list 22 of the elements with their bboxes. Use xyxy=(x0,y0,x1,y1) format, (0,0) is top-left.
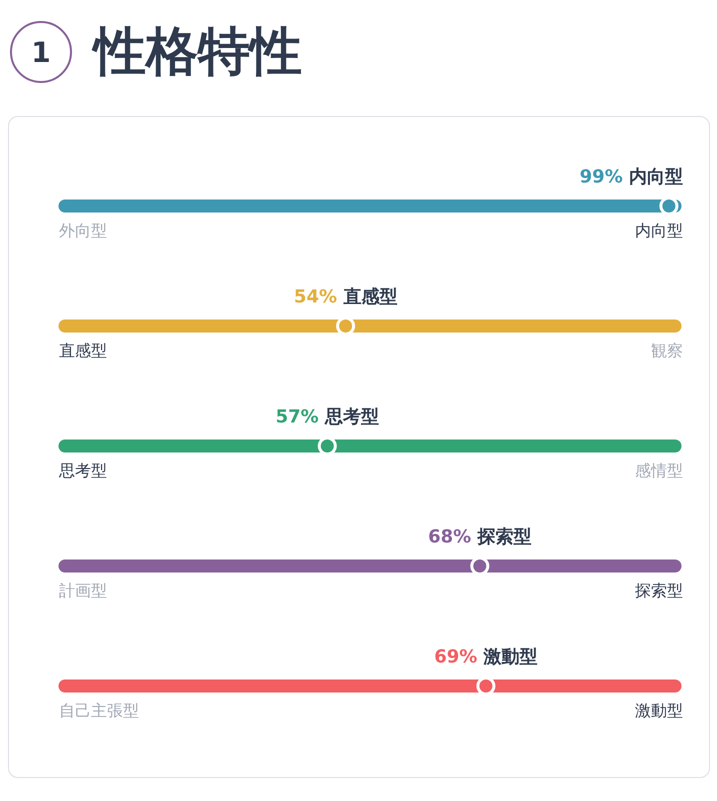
text: 激動型 xyxy=(635,701,683,720)
data-label: 68% xyxy=(428,526,472,548)
text: 内向型 xyxy=(635,221,683,240)
text: 感情型 xyxy=(635,461,683,480)
text: 思考型 xyxy=(58,461,107,480)
data-label: 69% xyxy=(434,646,478,668)
data-label: 57% xyxy=(276,406,319,428)
category-label: 直感型 xyxy=(342,286,398,308)
text: 性格特性 xyxy=(94,21,302,84)
category-label: 探索型 xyxy=(476,526,532,548)
text: 自己主張型 xyxy=(59,701,139,720)
text: 1 xyxy=(10,21,72,83)
text: 直感型 xyxy=(59,341,107,360)
text: 外向型 xyxy=(59,221,107,240)
category-label: 激動型 xyxy=(482,646,538,668)
category-label: 思考型 xyxy=(324,406,379,428)
data-label: 54% xyxy=(294,286,338,308)
text: 計画型 xyxy=(59,581,107,600)
text: 探索型 xyxy=(635,581,683,600)
text: 観察 xyxy=(651,341,683,360)
data-label: 99% xyxy=(580,166,623,188)
category-label: 内向型 xyxy=(629,166,683,188)
